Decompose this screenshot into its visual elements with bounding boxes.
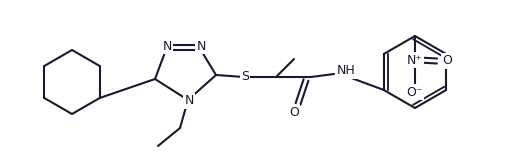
- Text: N: N: [184, 94, 193, 107]
- Text: O: O: [288, 105, 298, 119]
- Text: S: S: [240, 71, 248, 83]
- Text: O: O: [441, 54, 451, 68]
- Text: O⁻: O⁻: [406, 85, 422, 99]
- Text: NH: NH: [336, 64, 355, 78]
- Text: N: N: [196, 40, 205, 52]
- Text: N⁺: N⁺: [406, 53, 422, 66]
- Text: N: N: [162, 40, 171, 52]
